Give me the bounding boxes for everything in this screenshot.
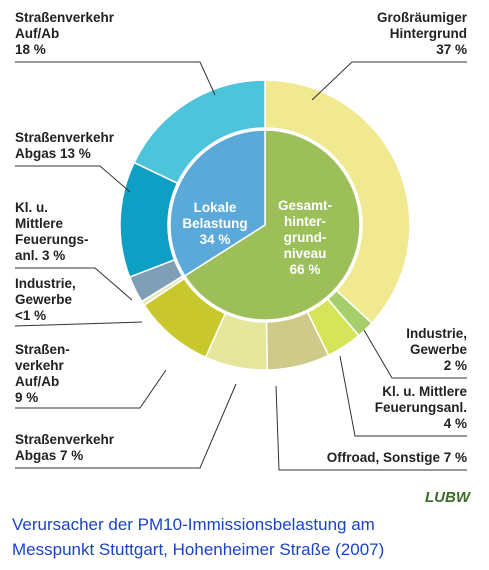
segment-label: Kl. u. Mittlere Feuerungs-anl. 3 % [15, 200, 89, 263]
leader-line [15, 383, 237, 469]
inner-segment [169, 129, 266, 277]
value-label: 3 % [42, 248, 65, 263]
label-line: Feuerungsanl. [375, 400, 467, 415]
value-label: 7 % [60, 448, 83, 463]
value-label: 4 % [444, 416, 467, 431]
leader-line [339, 355, 467, 437]
label-line: grund- [284, 230, 327, 245]
value-label: 18 % [15, 42, 46, 57]
inner-label: Lokale Belastung 34 % [182, 200, 247, 247]
segment-label: Straßen-verkehr Auf/Ab 9 % [15, 342, 70, 405]
outer-segment [133, 79, 266, 185]
segment-label: Kl. u. Mittlere Feuerungsanl. 4 % [375, 384, 468, 431]
segment-label: Offroad, Sonstige 7 % [327, 450, 467, 465]
value-label: <1 % [15, 308, 46, 323]
label-line: hinter- [284, 214, 326, 229]
label-line: Industrie, [406, 326, 467, 341]
label-line: Gewerbe [15, 292, 73, 307]
label-line: Mittlere [15, 216, 64, 231]
segment-label: Straßenverkehr Abgas 13 % [15, 130, 115, 161]
outer-segment [264, 79, 411, 325]
leader-line [275, 385, 467, 471]
label-line: Großräumiger [377, 10, 468, 25]
label-line: Auf/Ab [15, 26, 59, 41]
label-line: Straßenverkehr [15, 130, 115, 145]
caption-line: Verursacher der PM10-Immissionsbelastung… [12, 515, 375, 534]
logo: LUBW [425, 489, 472, 506]
value-label: 9 % [15, 390, 38, 405]
segment-label: Industrie, Gewerbe 2 % [406, 326, 467, 373]
label-line: Feuerungs- [15, 232, 89, 247]
label-line: Straßenverkehr [15, 432, 115, 447]
value-label: 66 % [290, 262, 321, 277]
label-line: Kl. u. [15, 200, 48, 215]
leader-line [15, 61, 216, 96]
caption-line: Messpunkt Stuttgart, Hohenheimer Straße … [12, 540, 384, 559]
inner-segment [183, 129, 361, 321]
leader-line [363, 329, 467, 379]
label-line: Belastung [182, 216, 247, 231]
value-label: 37 % [436, 42, 467, 57]
leader-line [15, 165, 131, 193]
label-line: Industrie, [15, 276, 76, 291]
value-label: 13 % [60, 146, 91, 161]
leader-line [15, 267, 133, 301]
segment-label: Straßenverkehr Auf/Ab 18 % [15, 10, 115, 57]
segment-label: Straßenverkehr Abgas 7 % [15, 432, 115, 463]
label-line: anl. [15, 248, 38, 263]
value-label: 34 % [200, 232, 231, 247]
label-line: Auf/Ab [15, 374, 59, 389]
leader-line [15, 369, 167, 409]
label-line: Abgas [15, 146, 56, 161]
label-line: Hintergrund [390, 26, 467, 41]
label-line: Offroad, Sonstige [327, 450, 441, 465]
label-line: Kl. u. Mittlere [382, 384, 467, 399]
label-line: Straßenverkehr [15, 10, 115, 25]
label-line: Gewerbe [410, 342, 468, 357]
segment-label: Großräumiger Hintergrund 37 % [377, 10, 468, 57]
leader-line [311, 61, 467, 101]
label-line: verkehr [15, 358, 65, 373]
label-line: Gesamt- [278, 198, 332, 213]
label-line: Straßen- [15, 342, 70, 357]
segment-label: Industrie, Gewerbe <1 % [15, 276, 76, 323]
label-line: Lokale [194, 200, 237, 215]
value-label: 7 % [444, 450, 467, 465]
value-label: 2 % [444, 358, 467, 373]
leader-line [14, 321, 143, 327]
label-line: niveau [284, 246, 327, 261]
label-line: Abgas [15, 448, 56, 463]
inner-label: Gesamt-hinter-grund-niveau 66 % [278, 198, 332, 277]
